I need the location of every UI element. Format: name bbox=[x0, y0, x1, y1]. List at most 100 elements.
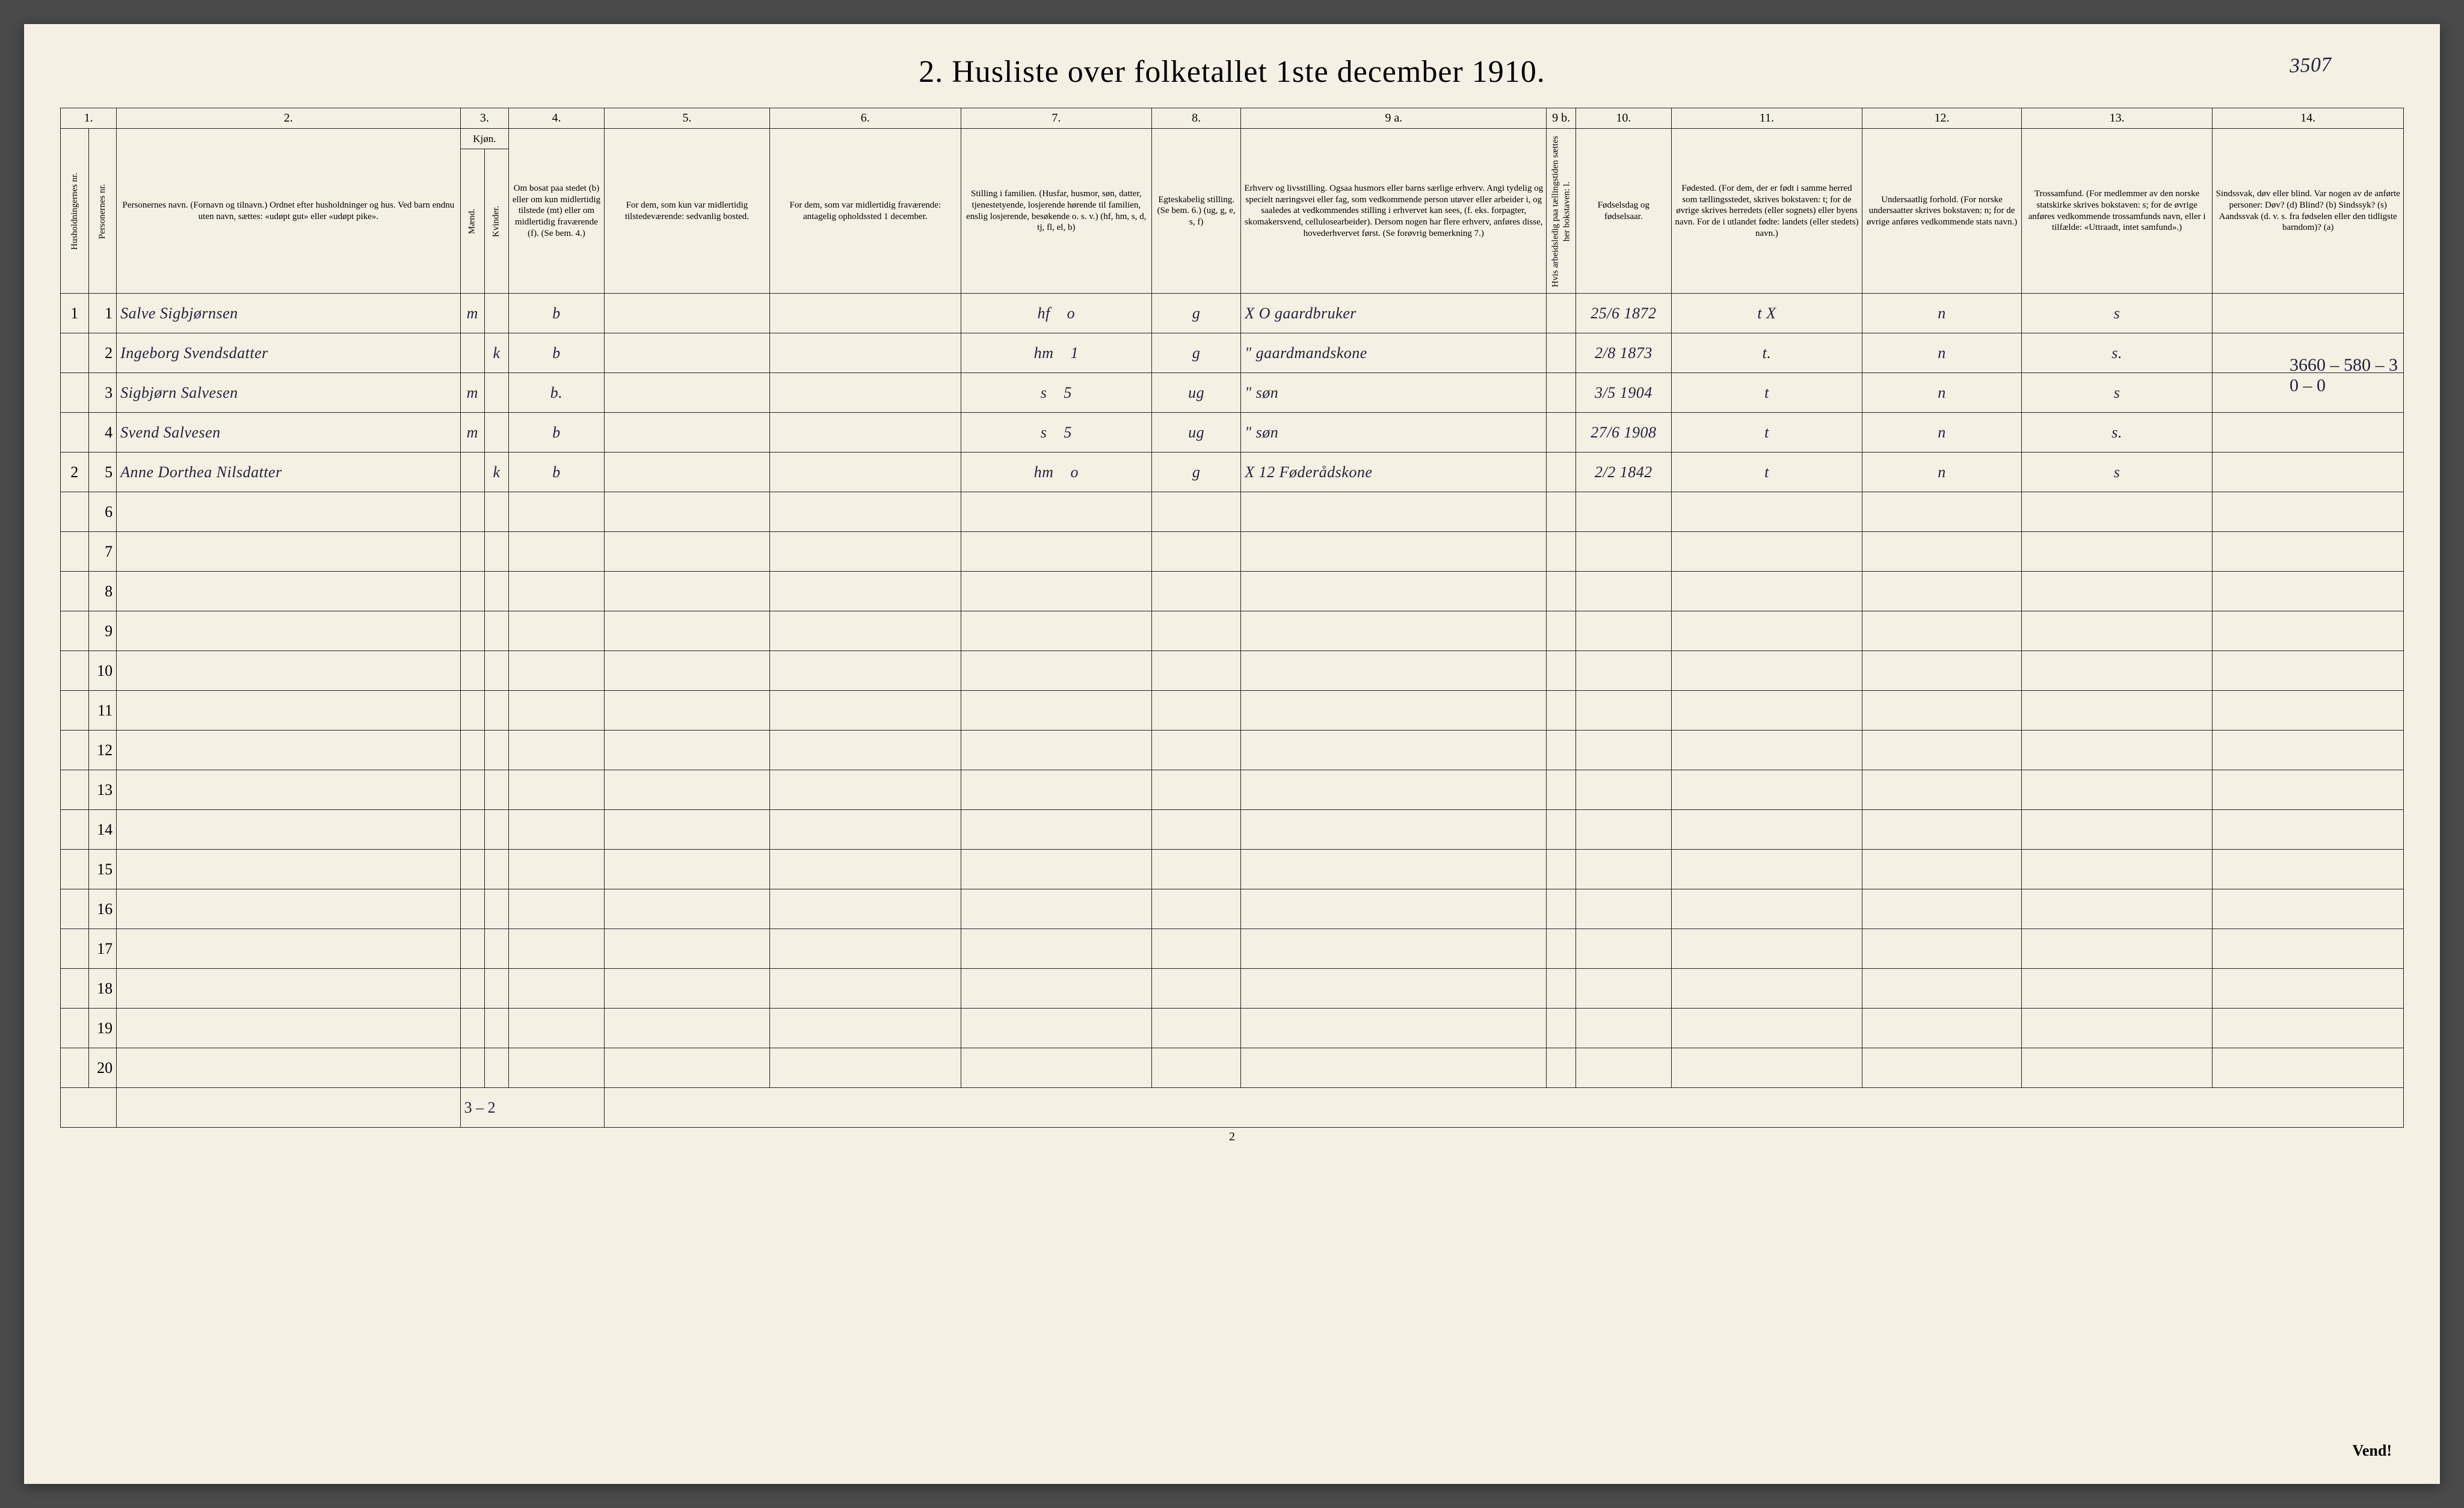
cell-empty bbox=[961, 770, 1152, 810]
table-row: 14 bbox=[61, 810, 2404, 850]
table-row: 17 bbox=[61, 929, 2404, 969]
cell-empty bbox=[1862, 691, 2022, 731]
cell-empty bbox=[1862, 572, 2022, 611]
cell-person-no: 10 bbox=[88, 651, 117, 691]
cell-occupation: " søn bbox=[1241, 373, 1547, 413]
cell-empty bbox=[961, 1009, 1152, 1048]
cell-nationality: n bbox=[1862, 373, 2022, 413]
cell-person-no: 16 bbox=[88, 889, 117, 929]
cell-person-no: 20 bbox=[88, 1048, 117, 1088]
cell-empty bbox=[1575, 969, 1671, 1009]
cell-empty bbox=[1862, 850, 2022, 889]
cell-name: Anne Dorthea Nilsdatter bbox=[117, 453, 461, 492]
column-number-row: 1. 2. 3. 4. 5. 6. 7. 8. 9 a. 9 b. 10. 11… bbox=[61, 108, 2404, 129]
cell-empty bbox=[2213, 731, 2404, 770]
header-marital: Egteskabelig stilling. (Se bem. 6.) (ug,… bbox=[1152, 129, 1241, 294]
cell-empty bbox=[509, 929, 605, 969]
cell-name: Salve Sigbjørnsen bbox=[117, 294, 461, 333]
cell-empty bbox=[1575, 810, 1671, 850]
cell-nationality: n bbox=[1862, 294, 2022, 333]
cell-birthplace: t. bbox=[1671, 333, 1862, 373]
cell-empty bbox=[1152, 1009, 1241, 1048]
cell-empty bbox=[460, 889, 484, 929]
cell-empty bbox=[1862, 611, 2022, 651]
cell-family-position: hf o bbox=[961, 294, 1152, 333]
cell-empty bbox=[1862, 929, 2022, 969]
cell-empty bbox=[770, 1009, 961, 1048]
cell-empty bbox=[1547, 691, 1576, 731]
header-name: Personernes navn. (Fornavn og tilnavn.) … bbox=[117, 129, 461, 294]
cell-sex-k bbox=[484, 294, 508, 333]
cell-empty bbox=[961, 889, 1152, 929]
cell-empty bbox=[1575, 850, 1671, 889]
cell-empty bbox=[2213, 770, 2404, 810]
colnum-14: 14. bbox=[2213, 108, 2404, 129]
cell-empty bbox=[484, 532, 508, 572]
cell-empty bbox=[1152, 611, 1241, 651]
cell-empty bbox=[1671, 731, 1862, 770]
cell-empty bbox=[604, 611, 769, 651]
cell-family-position: hm 1 bbox=[961, 333, 1152, 373]
footer-tally: 3 – 2 bbox=[460, 1088, 604, 1128]
table-row: 11 bbox=[61, 691, 2404, 731]
cell-empty bbox=[484, 969, 508, 1009]
cell-empty bbox=[484, 810, 508, 850]
cell-empty bbox=[509, 810, 605, 850]
cell-sex-m: m bbox=[460, 373, 484, 413]
cell-person-no: 14 bbox=[88, 810, 117, 850]
cell-empty bbox=[1575, 532, 1671, 572]
colnum-13: 13. bbox=[2021, 108, 2213, 129]
cell-marital: ug bbox=[1152, 413, 1241, 453]
cell-religion: s bbox=[2021, 294, 2213, 333]
cell-empty bbox=[2213, 1048, 2404, 1088]
cell-sex-k: k bbox=[484, 333, 508, 373]
cell-empty bbox=[1575, 1009, 1671, 1048]
cell-empty bbox=[1241, 572, 1547, 611]
cell-empty bbox=[770, 1048, 961, 1088]
cell-empty bbox=[460, 611, 484, 651]
table-row: 6 bbox=[61, 492, 2404, 532]
cell-unemployed bbox=[1547, 373, 1576, 413]
cell-empty bbox=[604, 651, 769, 691]
header-person-no: Personernes nr. bbox=[88, 129, 117, 294]
cell-empty bbox=[1671, 1009, 1862, 1048]
cell-empty bbox=[1862, 731, 2022, 770]
cell-empty bbox=[961, 850, 1152, 889]
header-disability: Sindssvak, døv eller blind. Var nogen av… bbox=[2213, 129, 2404, 294]
cell-empty bbox=[1575, 611, 1671, 651]
cell-person-no: 5 bbox=[88, 453, 117, 492]
table-row: 20 bbox=[61, 1048, 2404, 1088]
cell-empty bbox=[460, 691, 484, 731]
cell-nationality: n bbox=[1862, 333, 2022, 373]
cell-person-no: 17 bbox=[88, 929, 117, 969]
cell-empty bbox=[509, 770, 605, 810]
table-row: 9 bbox=[61, 611, 2404, 651]
cell-empty bbox=[117, 492, 461, 532]
cell-empty bbox=[1547, 770, 1576, 810]
table-row: 4Svend Salvesenmbs 5ug" søn27/6 1908tns. bbox=[61, 413, 2404, 453]
cell-empty bbox=[1547, 850, 1576, 889]
cell-sex-m bbox=[460, 333, 484, 373]
cell-person-no: 7 bbox=[88, 532, 117, 572]
cell-empty bbox=[1152, 770, 1241, 810]
cell-empty bbox=[1671, 850, 1862, 889]
cell-empty bbox=[1241, 492, 1547, 532]
margin-note: 3507 bbox=[2289, 54, 2332, 78]
cell-sex-k bbox=[484, 373, 508, 413]
cell-empty bbox=[117, 1048, 461, 1088]
header-resident: Om bosat paa stedet (b) eller om kun mid… bbox=[509, 129, 605, 294]
cell-empty bbox=[509, 532, 605, 572]
cell-empty bbox=[1671, 492, 1862, 532]
cell-empty bbox=[117, 572, 461, 611]
colnum-6: 6. bbox=[770, 108, 961, 129]
cell-resident: b bbox=[509, 413, 605, 453]
cell-empty bbox=[1152, 651, 1241, 691]
colnum-1: 1. bbox=[61, 108, 117, 129]
cell-empty bbox=[460, 651, 484, 691]
cell-person-no: 18 bbox=[88, 969, 117, 1009]
cell-empty bbox=[604, 572, 769, 611]
cell-person-no: 13 bbox=[88, 770, 117, 810]
cell-empty bbox=[117, 731, 461, 770]
colnum-7: 7. bbox=[961, 108, 1152, 129]
cell-empty bbox=[1547, 492, 1576, 532]
